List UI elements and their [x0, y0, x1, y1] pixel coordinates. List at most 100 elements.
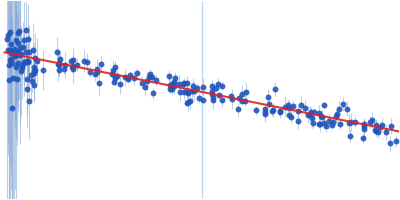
Point: [185, 101, 192, 104]
Point: [270, 108, 276, 112]
Point: [10, 48, 17, 51]
Point: [23, 87, 30, 91]
Point: [393, 139, 400, 142]
Point: [114, 74, 120, 77]
Point: [305, 113, 312, 116]
Point: [30, 70, 37, 73]
Point: [209, 84, 215, 88]
Point: [169, 88, 176, 91]
Point: [228, 94, 235, 97]
Point: [196, 97, 202, 100]
Point: [4, 33, 11, 36]
Point: [277, 110, 283, 113]
Point: [28, 80, 35, 83]
Point: [236, 96, 242, 99]
Point: [9, 106, 16, 109]
Point: [70, 58, 76, 62]
Point: [24, 37, 31, 41]
Point: [316, 111, 323, 115]
Point: [252, 109, 259, 112]
Point: [191, 89, 197, 93]
Point: [6, 63, 12, 66]
Point: [19, 67, 26, 70]
Point: [62, 63, 68, 66]
Point: [177, 90, 183, 94]
Point: [306, 114, 313, 117]
Point: [31, 83, 37, 86]
Point: [346, 121, 352, 124]
Point: [184, 90, 190, 93]
Point: [109, 72, 115, 75]
Point: [326, 120, 332, 123]
Point: [6, 79, 13, 82]
Point: [212, 87, 219, 90]
Point: [17, 53, 23, 56]
Point: [386, 142, 393, 145]
Point: [31, 71, 37, 74]
Point: [96, 82, 102, 85]
Point: [329, 123, 335, 127]
Point: [21, 60, 28, 64]
Point: [352, 121, 358, 124]
Point: [262, 111, 269, 114]
Point: [21, 38, 28, 41]
Point: [298, 103, 304, 106]
Point: [57, 58, 64, 61]
Point: [68, 65, 75, 68]
Point: [319, 115, 326, 118]
Point: [81, 59, 87, 63]
Point: [347, 134, 354, 138]
Point: [286, 106, 292, 110]
Point: [210, 95, 216, 98]
Point: [282, 105, 288, 108]
Point: [184, 82, 191, 85]
Point: [111, 80, 118, 83]
Point: [146, 76, 152, 79]
Point: [310, 121, 316, 124]
Point: [330, 120, 336, 123]
Point: [344, 107, 350, 110]
Point: [295, 120, 301, 123]
Point: [33, 59, 40, 63]
Point: [144, 79, 150, 83]
Point: [335, 107, 342, 111]
Point: [40, 68, 46, 72]
Point: [166, 83, 173, 87]
Point: [26, 100, 32, 103]
Point: [92, 72, 98, 75]
Point: [153, 79, 160, 82]
Point: [84, 60, 90, 63]
Point: [150, 91, 156, 95]
Point: [25, 60, 32, 63]
Point: [388, 125, 394, 128]
Point: [13, 38, 19, 42]
Point: [189, 90, 195, 93]
Point: [14, 50, 20, 53]
Point: [215, 82, 221, 85]
Point: [13, 65, 19, 68]
Point: [112, 65, 118, 68]
Point: [8, 43, 14, 46]
Point: [294, 110, 301, 113]
Point: [166, 75, 172, 78]
Point: [12, 55, 18, 58]
Point: [336, 123, 343, 126]
Point: [288, 115, 294, 119]
Point: [194, 86, 200, 90]
Point: [187, 99, 194, 102]
Point: [94, 68, 100, 71]
Point: [360, 124, 367, 127]
Point: [264, 95, 271, 98]
Point: [359, 137, 366, 140]
Point: [4, 38, 10, 41]
Point: [219, 98, 226, 101]
Point: [318, 115, 324, 118]
Point: [5, 49, 12, 52]
Point: [185, 91, 192, 94]
Point: [15, 31, 21, 34]
Point: [24, 60, 31, 63]
Point: [32, 57, 38, 60]
Point: [149, 75, 155, 78]
Point: [310, 111, 317, 114]
Point: [208, 89, 215, 92]
